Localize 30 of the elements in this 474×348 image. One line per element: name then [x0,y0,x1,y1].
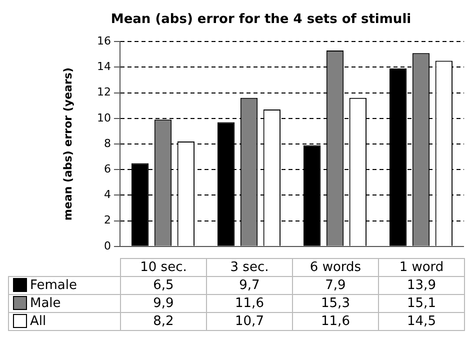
data-label: 15,3 [292,294,378,312]
data-label: 13,9 [378,276,464,294]
data-label: 8,2 [120,312,206,330]
legend-label: All [8,312,120,330]
x-tick-label: 3 sec. [206,258,292,276]
data-label: 14,5 [378,312,464,330]
legend-label: Female [8,276,120,294]
y-tick-label: 12 [97,86,111,99]
data-label: 11,6 [206,294,292,312]
y-tick-label: 8 [104,136,111,150]
legend-label: Male [8,294,120,312]
data-label: 10,7 [206,312,292,330]
y-tick-label: 6 [104,162,111,176]
data-label: 11,6 [292,312,378,330]
y-axis-title: mean (abs) error (years) [61,68,74,220]
data-label: 7,9 [292,276,378,294]
y-tick-label: 16 [97,34,111,48]
data-label: 9,9 [120,294,206,312]
data-label: 6,5 [120,276,206,294]
x-tick-label: 1 word [378,258,464,276]
y-tick-label: 4 [104,188,111,202]
y-tick-label: 0 [104,239,111,252]
y-tick-label: 2 [104,214,111,227]
chart-title: Mean (abs) error for the 4 sets of stimuli [110,12,412,28]
y-tick-label: 10 [97,111,111,124]
data-label: 15,1 [378,294,464,312]
x-tick-label: 6 words [292,258,378,276]
x-tick-label: 10 sec. [120,258,206,276]
data-label: 9,7 [206,276,292,294]
y-tick-label: 14 [97,60,111,74]
